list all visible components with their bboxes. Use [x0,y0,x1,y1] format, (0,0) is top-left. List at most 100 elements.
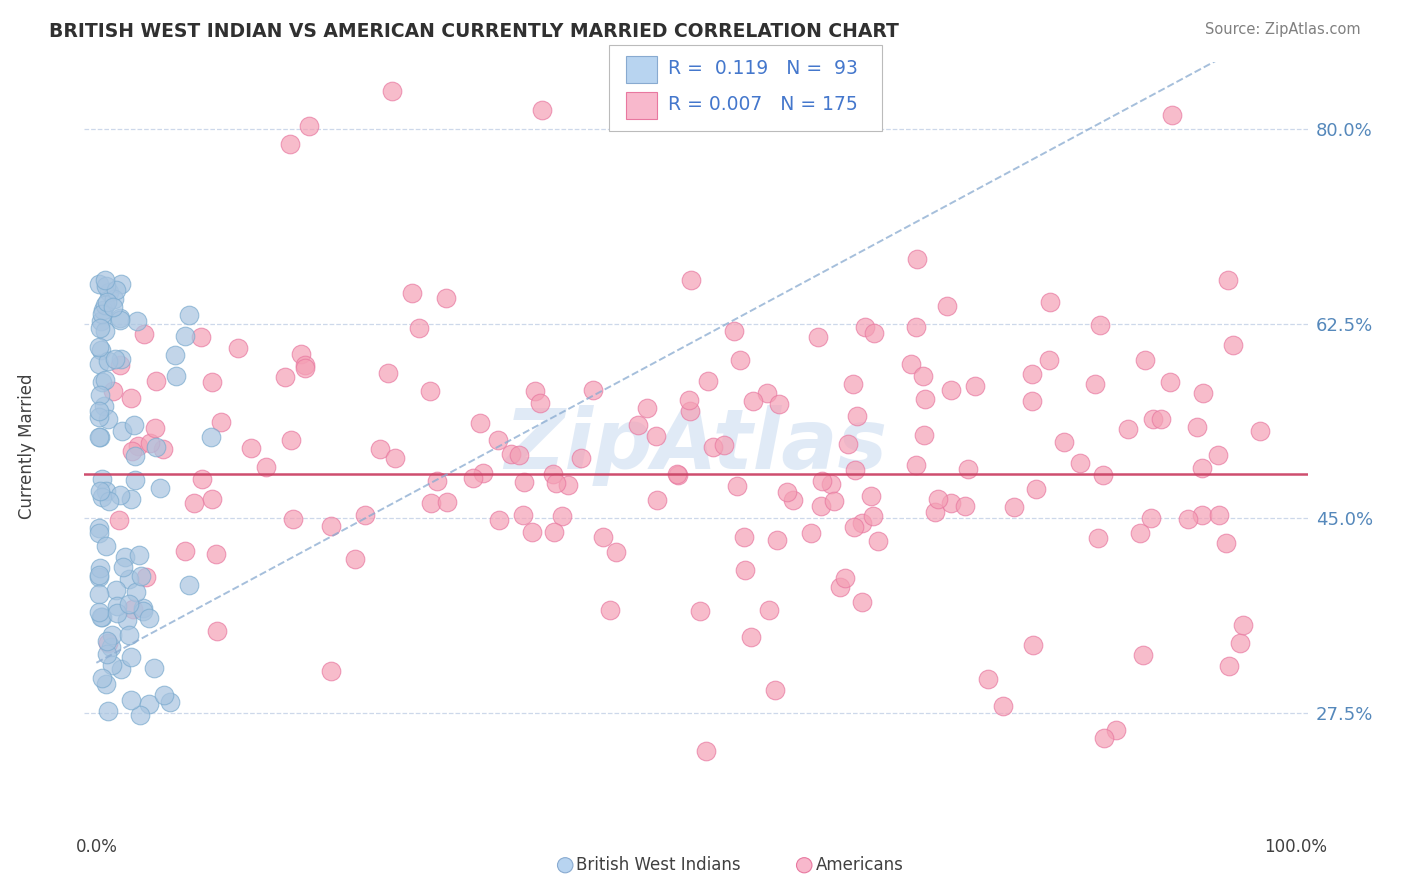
Point [274,369,297,384]
Point [1129,525,1152,540]
Point [1218,659,1240,673]
Point [941,383,963,397]
Point [87,340,110,354]
Point [120,391,142,405]
Point [1132,648,1154,662]
Point [914,392,936,406]
Point [201,375,224,389]
Point [90,490,112,504]
Point [87,358,110,372]
Point [723,324,745,338]
Point [120,693,142,707]
Point [468,416,491,430]
Point [733,530,755,544]
Point [100,640,122,654]
Point [645,493,668,508]
Point [145,374,167,388]
Point [110,358,132,372]
Point [226,341,249,355]
Point [90,609,112,624]
Point [846,409,869,423]
Point [953,499,976,513]
Point [529,396,551,410]
Point [96,633,118,648]
Point [605,545,627,559]
Point [384,451,406,466]
Point [1021,394,1043,409]
Point [87,567,110,582]
Point [1088,318,1111,333]
Point [1091,468,1114,483]
Point [111,425,134,439]
Point [112,559,135,574]
Point [254,460,277,475]
Point [132,600,155,615]
Point [115,613,138,627]
Point [782,493,804,508]
Point [139,435,162,450]
Point [1249,424,1271,438]
Point [90,610,112,624]
Point [742,393,765,408]
Point [1222,338,1244,352]
Point [837,437,859,451]
Point [912,428,935,442]
Point [512,508,534,522]
Point [1191,508,1213,522]
Point [471,466,494,480]
Point [820,477,842,491]
Point [319,665,342,679]
Point [152,689,174,703]
Point [488,513,510,527]
Point [725,479,748,493]
Point [1038,295,1060,310]
Point [408,321,430,335]
Point [120,650,142,665]
Point [1206,448,1229,462]
Point [1185,420,1208,434]
Point [159,695,181,709]
Point [104,352,127,367]
Point [128,548,150,562]
Point [145,440,167,454]
Point [190,329,212,343]
Point [122,602,145,616]
Point [927,492,949,507]
Point [1150,412,1173,426]
Point [125,584,148,599]
Point [1140,510,1163,524]
Point [1135,353,1157,368]
Point [842,376,865,391]
Point [132,604,155,618]
Point [941,496,963,510]
Point [905,252,928,266]
Text: ZipAtlas: ZipAtlas [505,406,887,486]
Point [900,357,922,371]
Point [679,403,702,417]
Point [89,561,111,575]
Point [645,428,668,442]
Point [905,320,928,334]
Point [1025,482,1047,496]
Point [679,272,702,286]
Text: R = 0.007   N = 175: R = 0.007 N = 175 [668,95,858,114]
Y-axis label: Currently Married: Currently Married [18,373,35,519]
Point [702,441,724,455]
Point [91,308,114,322]
Point [138,610,160,624]
Point [152,442,174,457]
Point [1142,412,1164,426]
Point [90,376,112,390]
Point [541,467,564,482]
Point [280,433,302,447]
Point [853,320,876,334]
Point [142,661,165,675]
Point [97,285,120,299]
Point [689,604,711,618]
Point [91,303,114,318]
Point [461,471,484,485]
Point [862,508,884,523]
Point [87,587,110,601]
Point [860,490,883,504]
Point [434,291,457,305]
